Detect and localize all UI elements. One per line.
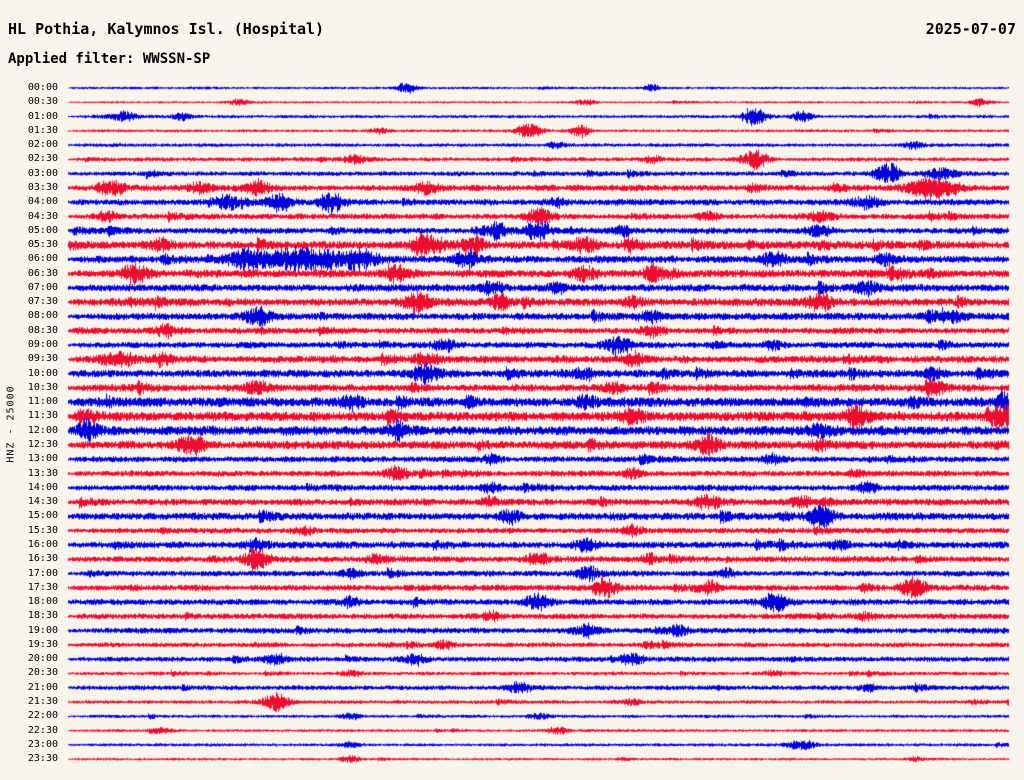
trace-time-label: 11:30 (27, 410, 58, 422)
date-label: 2025-07-07 (925, 20, 1016, 38)
trace-time-label: 08:30 (27, 324, 58, 336)
trace-time-label: 10:00 (27, 367, 58, 379)
trace-time-label: 18:00 (27, 596, 58, 608)
trace-time-label: 23:30 (27, 753, 58, 765)
filter-label: Applied filter: WWSSN-SP (8, 51, 211, 67)
trace-time-label: 15:00 (27, 510, 58, 522)
trace-time-label: 12:00 (27, 424, 58, 436)
trace-time-label: 17:00 (27, 567, 58, 579)
trace-time-label: 17:30 (27, 581, 58, 593)
trace-time-label: 14:30 (27, 496, 58, 508)
trace-time-label: 11:00 (27, 396, 58, 408)
trace-time-label: 03:00 (27, 167, 58, 179)
trace-time-label: 23:00 (27, 738, 58, 750)
trace-time-label: 16:30 (27, 553, 58, 565)
trace-time-label: 07:00 (27, 281, 58, 293)
trace-time-label: 05:00 (27, 224, 58, 236)
trace-time-label: 21:30 (27, 696, 58, 708)
trace-time-label: 05:30 (27, 239, 58, 251)
trace-time-label: 08:00 (27, 310, 58, 322)
trace-time-label: 16:00 (27, 538, 58, 550)
trace-time-label: 22:00 (27, 710, 58, 722)
trace-time-label: 06:30 (27, 267, 58, 279)
trace-time-label: 06:00 (27, 253, 58, 265)
trace-time-label: 12:30 (27, 439, 58, 450)
trace-time-label: 07:30 (27, 296, 58, 308)
trace-time-label: 04:00 (27, 196, 58, 208)
trace-time-label: 03:30 (27, 181, 58, 193)
trace-time-label: 02:30 (27, 153, 58, 165)
trace-time-label: 22:30 (27, 724, 58, 736)
trace-time-label: 00:00 (27, 82, 58, 93)
trace-time-label: 09:00 (27, 339, 58, 351)
trace-time-label: 01:00 (27, 110, 58, 122)
trace-time-label: 01:30 (27, 124, 58, 136)
trace-time-label: 00:30 (27, 96, 58, 108)
trace-time-label: 19:00 (27, 624, 58, 636)
station-title: HL Pothia, Kalymnos Isl. (Hospital) (8, 20, 325, 38)
trace-time-label: 21:00 (27, 681, 58, 693)
trace-time-label: 18:30 (27, 610, 58, 622)
trace-time-label: 19:30 (27, 638, 58, 650)
trace-time-label: 13:00 (27, 453, 58, 465)
trace-time-label: 14:00 (27, 481, 58, 493)
trace-time-label: 10:30 (27, 381, 58, 393)
trace-time-label: 04:30 (27, 210, 58, 222)
trace-time-label: 15:30 (27, 524, 58, 536)
trace-time-label: 20:00 (27, 653, 58, 665)
trace-time-label: 02:00 (27, 139, 58, 151)
trace-time-label: 13:30 (27, 467, 58, 479)
trace-time-label: 20:30 (27, 667, 58, 679)
trace-time-label: 09:30 (27, 353, 58, 365)
